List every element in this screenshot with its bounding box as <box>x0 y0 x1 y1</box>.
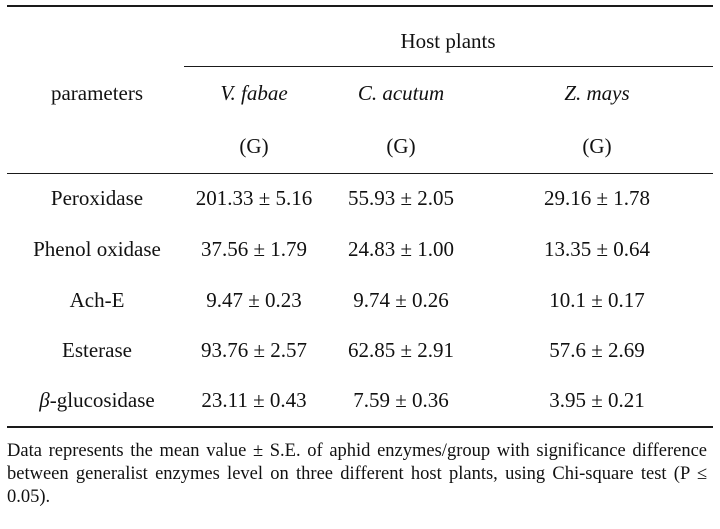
column-unit-v-fabae: (G) <box>239 134 269 158</box>
row-label-ach-e: Ach-E <box>69 288 125 312</box>
column-header-c-acutum: C. acutum <box>357 81 445 105</box>
table-cell: 24.83 ± 1.00 <box>347 237 455 261</box>
table-cell: 55.93 ± 2.05 <box>347 186 455 210</box>
table-bottom-rule <box>7 426 713 428</box>
row-label-phenol-oxidase: Phenol oxidase <box>33 237 161 261</box>
row-label-peroxidase: Peroxidase <box>50 186 144 210</box>
table-cell: 10.1 ± 0.17 <box>549 288 645 312</box>
table-cell: 201.33 ± 5.16 <box>195 186 313 210</box>
table-cell: 13.35 ± 0.64 <box>543 237 651 261</box>
table-top-rule <box>7 5 713 7</box>
column-header-v-fabae: V. fabae <box>220 81 288 105</box>
table-cell: 62.85 ± 2.91 <box>347 338 455 362</box>
table-cell: 29.16 ± 1.78 <box>543 186 651 210</box>
table-cell: 9.74 ± 0.26 <box>353 288 449 312</box>
table-cell: 7.59 ± 0.36 <box>353 388 449 412</box>
column-header-z-mays: Z. mays <box>564 81 630 105</box>
host-plants-header: Host plants <box>400 29 496 53</box>
table-cell: 57.6 ± 2.69 <box>549 338 645 362</box>
table-footnote: Data represents the mean value ± S.E. of… <box>7 441 707 507</box>
row-label-esterase: Esterase <box>62 338 132 362</box>
glucosidase-text: -glucosidase <box>49 388 155 412</box>
host-plants-underline <box>184 66 713 67</box>
column-unit-z-mays: (G) <box>582 134 612 158</box>
row-label-beta-glucosidase: β-glucosidase <box>39 387 154 413</box>
table-cell: 23.11 ± 0.43 <box>201 388 307 412</box>
table-cell: 37.56 ± 1.79 <box>200 237 308 261</box>
parameters-header: parameters <box>50 81 144 105</box>
table-cell: 3.95 ± 0.21 <box>549 388 645 412</box>
table-cell: 93.76 ± 2.57 <box>200 338 308 362</box>
header-bottom-rule <box>7 173 713 174</box>
table-cell: 9.47 ± 0.23 <box>206 288 302 312</box>
beta-symbol: β <box>39 388 50 412</box>
column-unit-c-acutum: (G) <box>386 134 416 158</box>
